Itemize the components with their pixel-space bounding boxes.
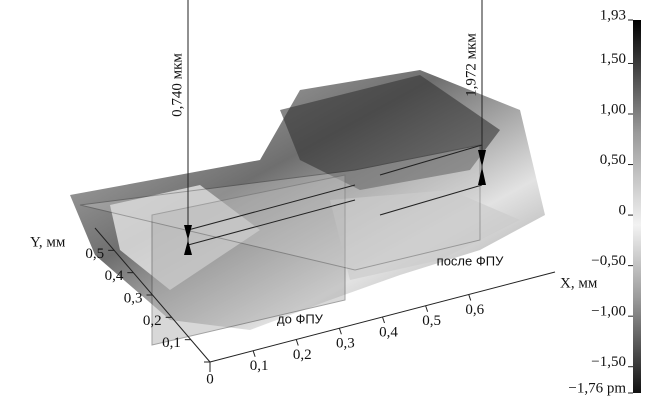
x-tick xyxy=(252,350,256,357)
annotation: до ФПУ xyxy=(277,311,324,326)
y-tick-label: 0,5 xyxy=(85,246,104,262)
surface xyxy=(70,70,545,330)
x-tick-label: 0,3 xyxy=(336,336,355,352)
x-tick xyxy=(425,305,429,312)
section-planes xyxy=(79,0,486,346)
x-tick xyxy=(468,294,472,301)
y-tick-label: 0 xyxy=(206,371,214,387)
x-tick-label: 0,5 xyxy=(422,313,441,329)
y-tick-label: 0,1 xyxy=(162,335,181,351)
annotation: после ФПУ xyxy=(437,253,504,268)
x-tick-label: 0,1 xyxy=(250,358,269,374)
colorbar xyxy=(633,20,641,393)
x-axis-label: X, мм xyxy=(560,275,598,291)
colorbar-tick-label: 0 xyxy=(619,203,627,219)
annotation: 0,740 мкм xyxy=(169,53,185,117)
colorbar-tick-label: −1,00 xyxy=(591,304,626,320)
colorbar-tick-label: −1,50 xyxy=(591,354,626,370)
annotation: 1,972 мкм xyxy=(463,33,479,97)
colorbar-tick-label: 1,50 xyxy=(600,51,626,67)
x-tick-label: 0,4 xyxy=(379,324,398,340)
x-tick xyxy=(295,339,299,346)
colorbar-tick-label: −0,50 xyxy=(591,253,626,269)
colorbar-tick-label: 1,00 xyxy=(600,101,626,117)
x-tick-label: 0,6 xyxy=(465,302,484,318)
y-tick-label: 0,2 xyxy=(143,313,162,329)
colorbar-tick-label: 0,50 xyxy=(600,152,626,168)
colorbar-tick-label: 1,93 xyxy=(600,7,626,23)
y-axis-label: Y, мм xyxy=(30,234,66,250)
x-tick xyxy=(382,316,385,324)
x-tick-label: 0,2 xyxy=(293,347,312,363)
y-tick-label: 0,3 xyxy=(124,290,143,306)
y-tick-label: 0,4 xyxy=(105,268,124,284)
x-tick xyxy=(338,328,342,335)
colorbar-tick-label: −1,76 pm xyxy=(568,380,626,396)
